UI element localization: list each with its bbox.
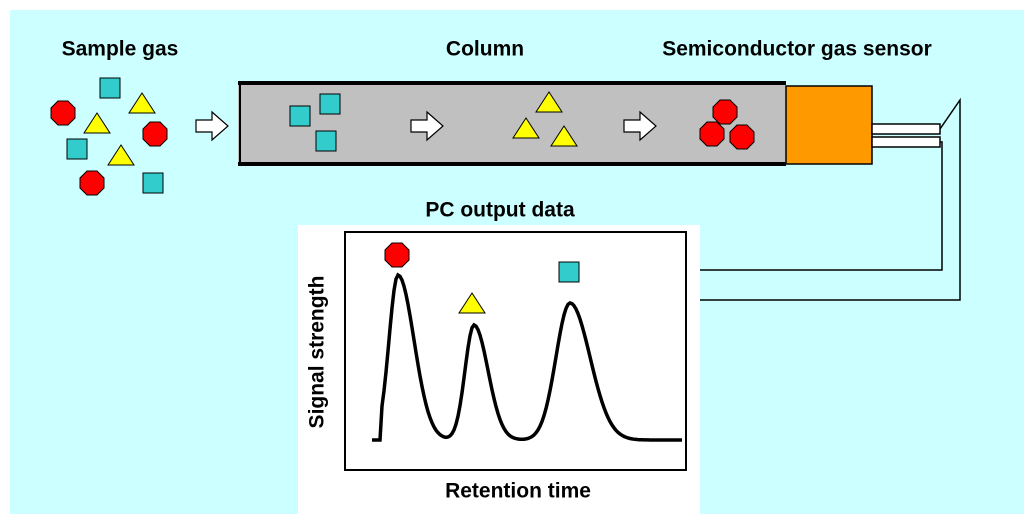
plot-frame <box>344 231 687 471</box>
peak-marker <box>384 242 410 268</box>
wires <box>686 97 961 301</box>
chromatogram <box>372 272 682 442</box>
y-axis-label: Signal strength <box>306 276 329 429</box>
sensor-label: Semiconductor gas sensor <box>662 38 932 61</box>
sample-gas-label: Sample gas <box>62 38 179 61</box>
sensor <box>785 85 941 165</box>
x-axis-label: Retention time <box>445 480 591 503</box>
peak-marker <box>558 261 580 283</box>
pc-output-label: PC output data <box>425 199 575 222</box>
column-label: Column <box>446 38 524 61</box>
